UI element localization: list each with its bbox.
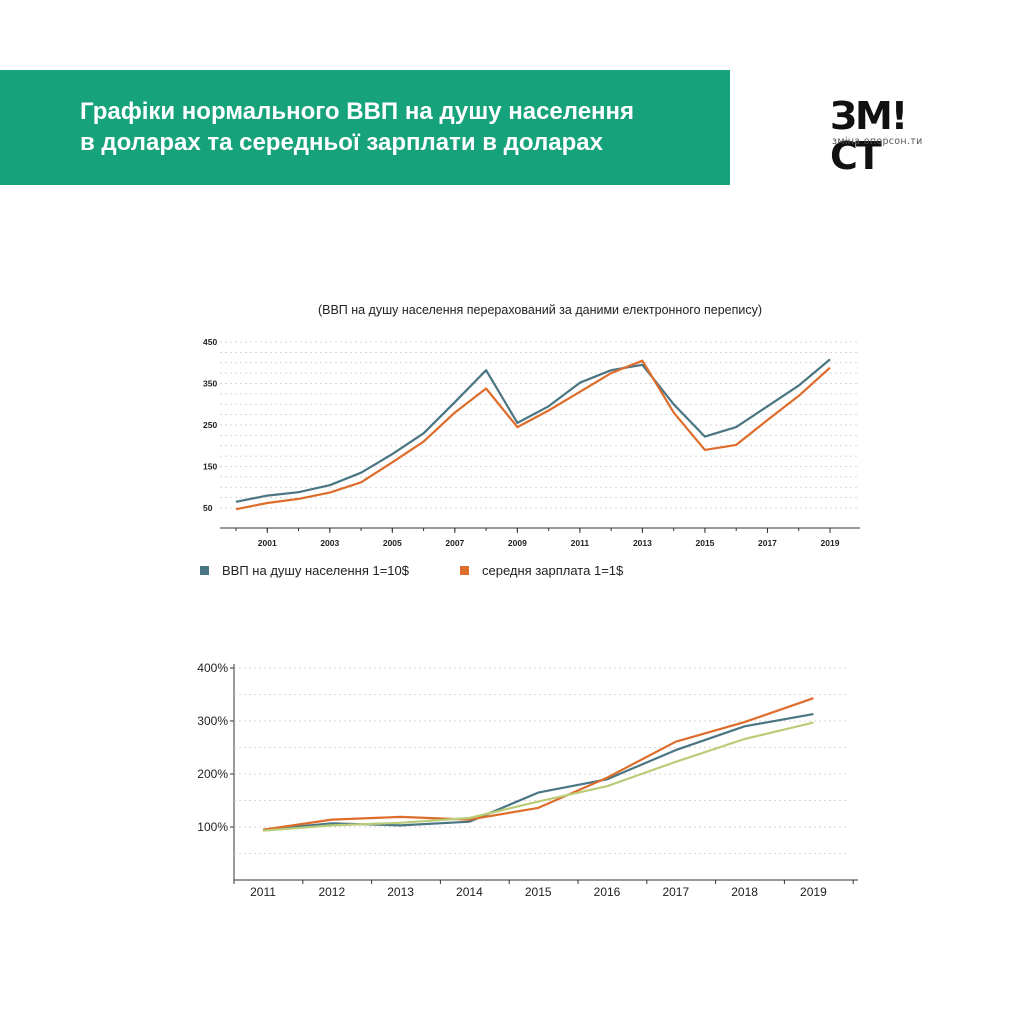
x-tick-label: 2003 <box>320 538 339 548</box>
x-tick-label: 2014 <box>456 885 483 899</box>
y-tick-label: 150 <box>203 462 217 472</box>
chart-title: (ВВП на душу населення перерахований за … <box>318 303 762 317</box>
y-tick-label: 300% <box>197 714 228 728</box>
y-tick-label: 250 <box>203 420 217 430</box>
growth-index-chart: 100% 200% 300% 400% 2011 2012 2013 2014 2015 2016… <box>197 661 858 899</box>
y-tick-label: 450 <box>203 337 217 347</box>
x-tick-label: 2015 <box>525 885 552 899</box>
y-tick-label: 400% <box>197 661 228 675</box>
title-banner: Графіки нормального ВВП на душу населенн… <box>0 70 730 185</box>
x-tick-label: 2017 <box>758 538 777 548</box>
x-tick-label: 2005 <box>383 538 402 548</box>
legend-swatch <box>460 566 469 575</box>
legend-label: ВВП на душу населення 1=10$ <box>222 563 410 578</box>
page-title-line-1: Графіки нормального ВВП на душу населенн… <box>80 98 635 125</box>
x-tick-label: 2013 <box>387 885 414 899</box>
x-tick-label: 2011 <box>571 538 590 548</box>
x-tick-label: 2015 <box>695 538 714 548</box>
legend-label: середня зарплата 1=1$ <box>482 563 624 578</box>
y-tick-label: 50 <box>203 503 213 513</box>
series-line-2 <box>235 359 831 511</box>
x-tick-label: 2001 <box>258 538 277 548</box>
logo-wordmark: ЗМ!СТ <box>830 94 908 178</box>
brand-logo: ЗМ!СТ зміна опорсон.ти <box>830 96 940 176</box>
y-tick-label: 100% <box>197 820 228 834</box>
gdp-salary-chart: (ВВП на душу населення перерахований за … <box>200 303 860 578</box>
page-title: Графіки нормального ВВП на душу населенн… <box>80 96 634 158</box>
x-tick-label: 2019 <box>800 885 827 899</box>
page-title-line-2: в доларах та середньої зарплати в долара… <box>80 129 603 156</box>
x-tick-label: 2011 <box>250 885 276 899</box>
x-tick-label: 2012 <box>318 885 345 899</box>
series-line-2 <box>262 697 814 831</box>
y-tick-label: 350 <box>203 379 217 389</box>
x-tick-label: 2013 <box>633 538 652 548</box>
series-line-1 <box>262 713 814 831</box>
series-line-1 <box>235 358 831 503</box>
x-tick-label: 2016 <box>594 885 621 899</box>
x-tick-label: 2019 <box>821 538 840 548</box>
x-tick-label: 2007 <box>445 538 464 548</box>
y-tick-label: 200% <box>197 767 228 781</box>
x-tick-label: 2017 <box>662 885 689 899</box>
legend-swatch <box>200 566 209 575</box>
x-tick-label: 2009 <box>508 538 527 548</box>
series-line-3 <box>262 721 814 832</box>
logo-tagline: зміна опорсон.ти <box>832 136 923 147</box>
x-tick-label: 2018 <box>731 885 758 899</box>
